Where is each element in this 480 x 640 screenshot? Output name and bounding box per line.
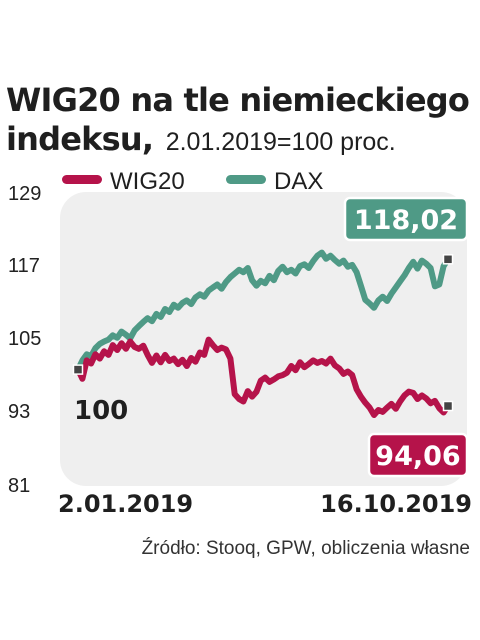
plot-background (60, 192, 467, 486)
callout-dax: 118,02 (343, 196, 469, 242)
end-marker-dax (442, 254, 454, 265)
legend-swatch-dax (226, 175, 266, 184)
legend-label-wig20: WIG20 (110, 168, 185, 195)
y-tick-label: 93 (8, 401, 30, 423)
series-line-wig20 (75, 336, 451, 418)
legend: WIG20 DAX (62, 168, 323, 195)
chart-title-line2: indeksu, 2.01.2019=100 proc. (6, 120, 396, 158)
x-start-label: 2.01.2019 (58, 490, 193, 518)
callout-wig20-box (367, 432, 469, 478)
y-tick-label: 117 (8, 255, 40, 277)
y-tick-label: 81 (8, 475, 30, 497)
callout-dax-value: 118,02 (354, 205, 458, 236)
callout-dax-box (343, 196, 469, 242)
start-marker (72, 364, 84, 375)
chart-subtitle: 2.01.2019=100 proc. (166, 128, 396, 156)
legend-swatch-wig20 (62, 175, 102, 184)
source-note: Źródło: Stooq, GPW, obliczenia własne (142, 538, 470, 559)
x-end-label: 16.10.2019 (320, 490, 472, 518)
y-tick-label: 105 (8, 328, 41, 350)
y-axis: 129 117 105 93 81 (8, 183, 41, 497)
y-tick-label: 129 (8, 183, 41, 205)
chart-title-bold-part: indeksu, (6, 120, 153, 158)
base-value-label: 100 (74, 396, 128, 426)
callout-wig20-value: 94,06 (375, 441, 460, 472)
chart-title-line1: WIG20 na tle niemieckiego (6, 81, 469, 119)
legend-label-dax: DAX (274, 168, 323, 195)
callout-wig20: 94,06 (367, 432, 469, 478)
end-marker-wig20 (442, 400, 454, 412)
series-line-dax (75, 249, 451, 373)
